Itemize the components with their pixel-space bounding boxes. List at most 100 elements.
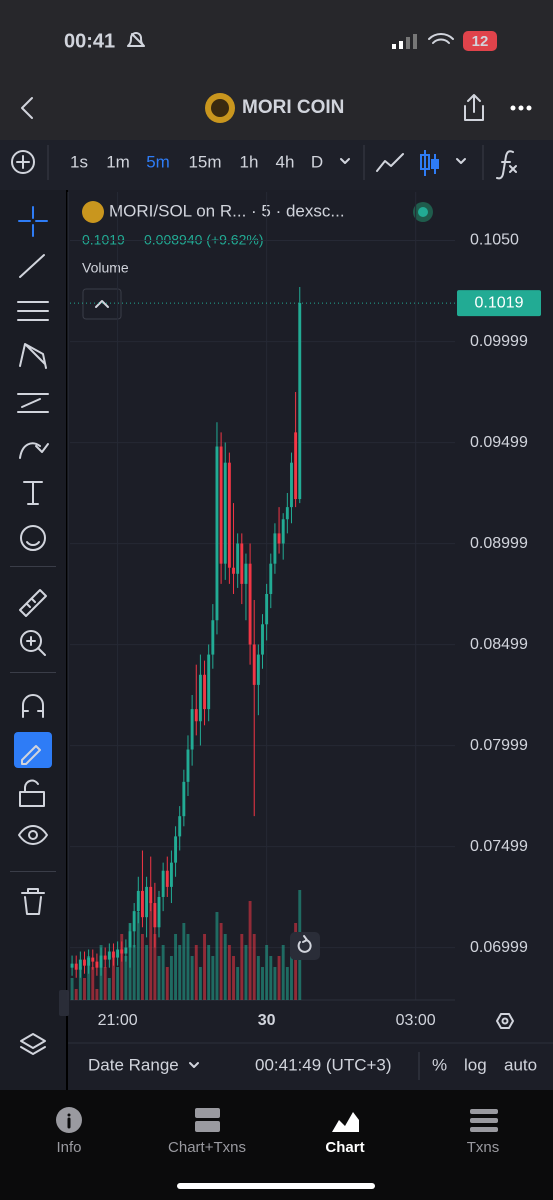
- fib-tool[interactable]: [17, 301, 49, 321]
- interval-active[interactable]: 5m: [146, 152, 170, 171]
- collapse-tools[interactable]: [59, 990, 69, 1016]
- volume-bar: [83, 978, 86, 1000]
- tab[interactable]: Txns: [467, 1139, 500, 1156]
- volume-bar: [223, 934, 227, 1000]
- candle-body: [186, 749, 190, 782]
- crosshair-tool[interactable]: [18, 206, 48, 237]
- volume-bar: [174, 934, 178, 1000]
- interval[interactable]: 1s: [70, 152, 88, 171]
- log-toggle[interactable]: log: [464, 1055, 487, 1074]
- volume-bar: [194, 945, 198, 1000]
- volume-bar: [87, 956, 91, 1000]
- drawing-tools: [17, 206, 49, 1055]
- battery-level: 12: [472, 33, 489, 50]
- y-tick-label: 0.07999: [470, 737, 528, 754]
- candle-body: [178, 816, 182, 837]
- collapse-legend[interactable]: [82, 288, 122, 320]
- candle-body: [83, 959, 86, 966]
- volume-bar: [157, 956, 161, 1000]
- status-dot: [418, 207, 428, 217]
- trend-line-tool[interactable]: [19, 254, 45, 278]
- volume-bar: [136, 912, 140, 1000]
- x-tick-label: 30: [258, 1012, 276, 1029]
- volume-bar: [252, 934, 256, 1000]
- candle-body: [103, 955, 107, 960]
- line-style[interactable]: [376, 153, 404, 172]
- indicators-button[interactable]: [496, 150, 517, 180]
- interval[interactable]: 15m: [188, 152, 221, 171]
- pair-logo: [82, 201, 104, 223]
- interval[interactable]: D: [311, 152, 323, 171]
- volume-bar: [74, 989, 78, 1000]
- collapse-chevron: [95, 300, 109, 308]
- y-tick-label: 0.08499: [470, 636, 528, 653]
- reset-button[interactable]: [290, 932, 320, 960]
- candle-body: [91, 957, 95, 962]
- candle-body: [290, 462, 293, 508]
- signal-icon: [392, 34, 417, 49]
- brush-tool[interactable]: [19, 442, 49, 459]
- more-button[interactable]: [510, 105, 532, 111]
- candle-body: [132, 911, 136, 932]
- emoji-tool[interactable]: [20, 525, 46, 551]
- visibility-pupil: [28, 830, 38, 840]
- candle-body: [78, 959, 82, 970]
- interval[interactable]: 4h: [276, 152, 295, 171]
- volume-bar: [240, 934, 244, 1000]
- add-indicator-plus: [16, 155, 30, 169]
- candle-body: [165, 870, 169, 887]
- volume-bar: [198, 967, 202, 1000]
- ruler-tool[interactable]: [19, 589, 47, 617]
- back-button[interactable]: [21, 97, 33, 119]
- zoom-glass: [26, 636, 46, 656]
- zoom-tool[interactable]: [20, 630, 42, 652]
- volume-bar: [219, 923, 223, 1000]
- volume-bar: [165, 967, 169, 1000]
- visibility-tool[interactable]: [18, 825, 48, 845]
- candle-body: [227, 462, 231, 568]
- tab[interactable]: Info: [56, 1139, 81, 1156]
- delete-tool[interactable]: [21, 888, 45, 915]
- volume-bar: [227, 945, 231, 1000]
- pattern-tool[interactable]: [19, 343, 47, 369]
- interval[interactable]: 1m: [106, 152, 130, 171]
- style-menu[interactable]: [456, 158, 466, 164]
- volume-bar: [78, 967, 82, 1000]
- layers-button[interactable]: [20, 1033, 46, 1055]
- settings-button[interactable]: [496, 1013, 514, 1029]
- candle-style[interactable]: [420, 150, 439, 176]
- candle-body: [236, 543, 240, 574]
- tab[interactable]: Chart+Txns: [168, 1139, 246, 1156]
- candle-body: [207, 654, 211, 710]
- candle-body: [215, 446, 219, 621]
- share-button[interactable]: [464, 94, 484, 121]
- percent-toggle[interactable]: %: [432, 1055, 447, 1074]
- interval[interactable]: 1h: [240, 152, 259, 171]
- top-bar: [0, 0, 553, 140]
- text-tool[interactable]: [23, 481, 43, 505]
- magnet-tool[interactable]: [22, 694, 44, 718]
- volume-bar: [161, 945, 165, 1000]
- candle-body: [273, 533, 277, 564]
- add-indicator[interactable]: [11, 150, 35, 174]
- auto-toggle[interactable]: auto: [504, 1055, 537, 1074]
- volume-bar: [211, 956, 215, 1000]
- candle-body: [203, 674, 206, 710]
- volume-bar: [91, 967, 95, 1000]
- volume-bar: [107, 978, 111, 1000]
- volume-bar: [265, 945, 269, 1000]
- volume-bar: [186, 934, 190, 1000]
- chart-txns-icon: [195, 1108, 220, 1132]
- lock-tool[interactable]: [19, 779, 45, 807]
- candle-body: [298, 303, 302, 500]
- chart-title: MORI/SOL on R... · 5 · dexsc...: [109, 201, 345, 220]
- tool-separators: [10, 566, 56, 872]
- date-range[interactable]: Date Range: [88, 1055, 179, 1074]
- candle-body: [261, 624, 264, 655]
- candle-body: [269, 563, 273, 594]
- candle-body: [145, 886, 149, 918]
- candle-body: [99, 955, 103, 968]
- projection-tool[interactable]: [17, 393, 49, 413]
- tab-active[interactable]: Chart: [325, 1139, 364, 1156]
- interval-menu[interactable]: [340, 158, 350, 164]
